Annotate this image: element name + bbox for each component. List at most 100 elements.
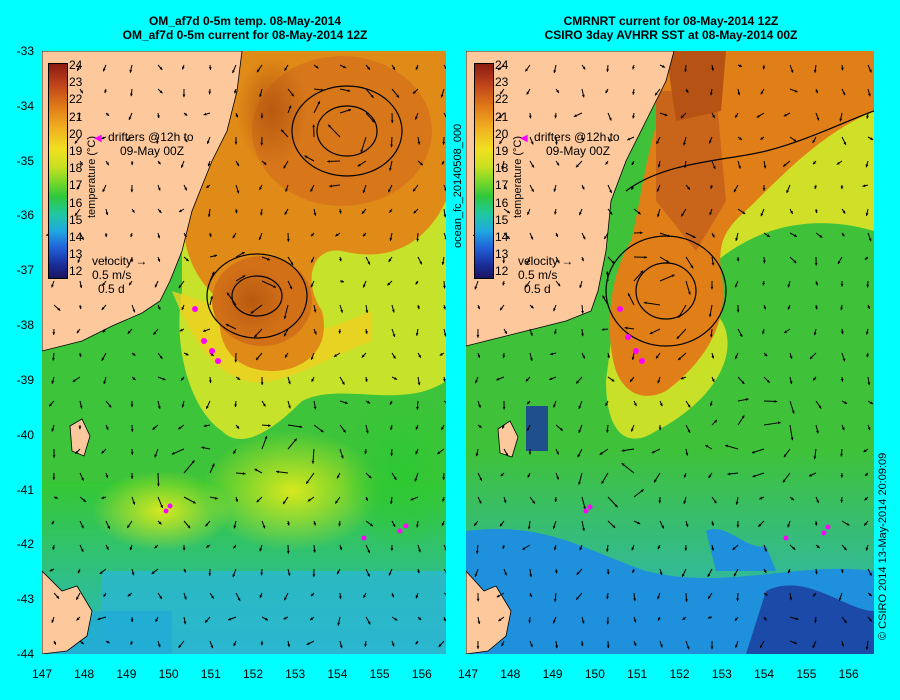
current-arrowhead [763, 617, 767, 621]
current-arrowhead [443, 306, 446, 310]
current-arrowhead [284, 333, 287, 337]
current-arrowhead [210, 296, 213, 300]
x-tick-label: 152 [669, 667, 690, 681]
current-arrowhead [361, 354, 365, 358]
current-arrow [443, 112, 446, 118]
current-arrowhead [527, 526, 531, 530]
current-arrowhead [528, 451, 532, 455]
current-arrowhead [506, 210, 510, 214]
current-arrowhead [631, 162, 635, 166]
left-map-panel[interactable] [42, 51, 446, 654]
current-arrowhead [442, 378, 446, 382]
current-arrowhead [502, 260, 506, 264]
current-arrowhead [793, 234, 797, 237]
current-arrowhead [476, 598, 480, 602]
current-arrowhead [80, 548, 84, 552]
current-arrowhead [789, 355, 793, 359]
current-arrowhead [611, 378, 615, 382]
current-arrowhead [814, 571, 818, 575]
current-arrowhead [233, 450, 236, 454]
current-arrowhead [74, 140, 78, 144]
current-arrowhead [179, 209, 183, 212]
current-arrowhead [343, 65, 347, 69]
current-arrowhead [130, 452, 134, 455]
current-arrowhead [290, 262, 294, 266]
current-arrowhead [793, 641, 797, 645]
right-drifter-marker-icon: ◀ [520, 133, 528, 144]
current-arrowhead [127, 330, 131, 334]
current-arrowhead [311, 233, 314, 237]
colorbar-tick-label: 20 [495, 126, 509, 141]
current-arrowhead [283, 616, 287, 620]
current-arrowhead [477, 306, 480, 310]
current-arrowhead [312, 574, 316, 577]
current-arrowhead [341, 279, 345, 283]
current-arrowhead [621, 449, 625, 452]
x-tick-label: 155 [369, 667, 390, 681]
current-arrowhead [338, 210, 342, 214]
current-arrowhead [790, 210, 793, 214]
current-arrowhead [130, 234, 133, 238]
current-arrowhead [581, 138, 585, 142]
current-arrowhead [335, 500, 339, 504]
current-arrowhead [760, 91, 764, 95]
current-arrowhead [606, 548, 609, 552]
current-arrowhead [128, 116, 132, 120]
current-arrow [360, 136, 367, 153]
current-arrowhead [192, 500, 196, 504]
current-arrowhead [362, 284, 366, 288]
current-arrowhead [441, 427, 444, 431]
x-tick-label: 147 [31, 667, 53, 681]
current-arrowhead [640, 270, 644, 274]
current-arrowhead [362, 233, 366, 237]
left-title-line2: OM_af7d 0-5m current for 08-May-2014 12Z [122, 28, 368, 42]
current-arrowhead [127, 525, 130, 529]
current-arrowhead [79, 405, 83, 409]
current-arrowhead [441, 522, 445, 526]
current-arrowhead [342, 429, 346, 433]
current-arrowhead [241, 252, 245, 255]
current-arrowhead [106, 640, 110, 644]
current-arrowhead [631, 357, 635, 360]
current-arrowhead [556, 162, 560, 166]
current-arrowhead [477, 621, 481, 624]
current-arrowhead [869, 401, 873, 404]
current-arrowhead [735, 644, 738, 648]
x-tick-label: 153 [285, 667, 306, 681]
current-arrowhead [103, 593, 107, 597]
current-arrowhead [267, 424, 271, 427]
current-arrowhead [394, 617, 398, 621]
current-arrowhead [260, 572, 264, 576]
left-drifters-line1: drifters @12h to [108, 130, 194, 144]
current-arrowhead [227, 292, 230, 296]
current-arrow [327, 124, 341, 138]
current-arrowhead [52, 546, 56, 550]
current-arrowhead [415, 332, 419, 336]
current-arrowhead [347, 89, 351, 93]
current-arrowhead [783, 454, 787, 458]
current-arrowhead [262, 403, 266, 407]
current-arrowhead [178, 644, 182, 648]
current-arrowhead [498, 618, 502, 622]
current-arrowhead [840, 67, 844, 71]
current-arrowhead [708, 595, 711, 599]
current-arrowhead [313, 331, 317, 335]
current-arrowhead [573, 114, 577, 117]
current-arrowhead [390, 427, 393, 430]
current-arrowhead [152, 426, 156, 430]
current-arrowhead [842, 210, 846, 214]
current-arrowhead [736, 309, 740, 313]
current-arrowhead [865, 212, 869, 216]
current-arrowhead [526, 401, 530, 405]
current-arrowhead [160, 504, 163, 508]
current-arrowhead [288, 105, 292, 109]
current-arrowhead [676, 335, 680, 339]
current-arrowhead [869, 618, 872, 622]
right-drifters-line2: 09-May 00Z [546, 144, 611, 158]
current-arrowhead [555, 141, 558, 145]
current-arrowhead [576, 571, 580, 575]
current-arrowhead [210, 645, 214, 649]
right-map-panel[interactable] [466, 51, 874, 654]
current-arrowhead [370, 94, 374, 98]
current-arrowhead [54, 496, 58, 499]
